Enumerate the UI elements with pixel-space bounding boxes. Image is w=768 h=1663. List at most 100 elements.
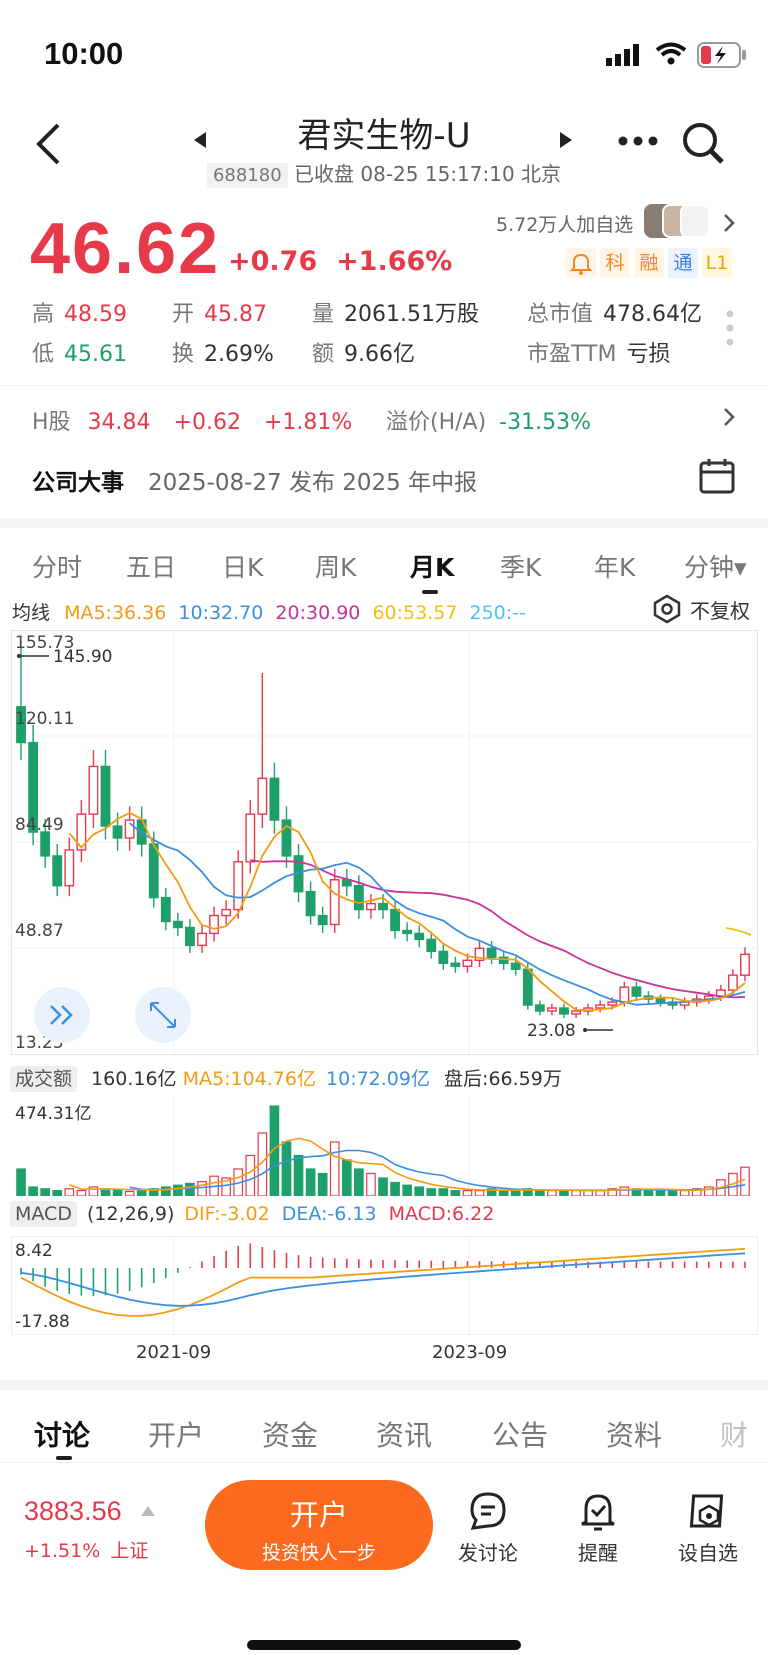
volume-bar — [414, 1186, 425, 1196]
volume-bar — [571, 1189, 581, 1196]
tab-profile[interactable]: 资料 — [606, 1419, 663, 1452]
ma5-value: MA5:36.36 — [64, 602, 167, 624]
volume-bar — [510, 1189, 521, 1196]
adjust-label: 不复权 — [690, 598, 750, 623]
fullscreen-button[interactable] — [135, 987, 191, 1043]
tab-announcements[interactable]: 公告 — [492, 1419, 549, 1452]
back-icon[interactable] — [34, 122, 62, 166]
candle — [426, 931, 437, 959]
tab-funds[interactable]: 资金 — [262, 1419, 319, 1452]
x-label-2023: 2023-09 — [432, 1342, 508, 1363]
kline-chart[interactable]: 155.73 145.90 120.11 84.49 48.87 13.25 2… — [11, 630, 758, 1055]
event-label: 公司大事 — [32, 470, 124, 496]
volume-bar — [740, 1166, 750, 1196]
hi-label: 145.90 — [53, 647, 112, 667]
company-event-row[interactable]: 公司大事 2025-08-27 发布 2025 年中报 — [0, 447, 768, 507]
content-tabs: 讨论 开户 资金 资讯 公告 资料 财 — [0, 1380, 768, 1460]
axis-155: 155.73 — [15, 633, 74, 653]
tab-yearly[interactable]: 年K — [594, 553, 636, 582]
tag-connect[interactable]: 通 — [668, 248, 698, 278]
volume-chart[interactable]: 474.31亿 — [11, 1096, 758, 1196]
candle — [366, 894, 376, 919]
axis-120: 120.11 — [15, 709, 74, 729]
search-icon[interactable] — [680, 120, 726, 166]
volume-bar — [667, 1189, 678, 1196]
ma20-line — [250, 859, 746, 999]
volume-bar — [40, 1188, 50, 1196]
index-value[interactable]: 3883.56 — [24, 1496, 122, 1526]
candle — [88, 750, 99, 829]
tab-monthly[interactable]: 月K — [410, 553, 455, 582]
tab-quarterly[interactable]: 季K — [500, 553, 542, 582]
post-discussion-button[interactable]: 发讨论 — [443, 1490, 533, 1566]
calendar-icon[interactable] — [698, 457, 736, 495]
candle — [148, 831, 159, 908]
candle — [221, 900, 232, 925]
volume-ma5: MA5:104.76亿 — [182, 1068, 316, 1090]
reminder-button[interactable]: 提醒 — [553, 1490, 643, 1566]
volume-bar — [655, 1189, 666, 1196]
follower-avatars[interactable] — [644, 204, 710, 238]
open-account-button[interactable]: 开户 投资快人一步 — [205, 1480, 433, 1570]
tag-star-market[interactable]: 科 — [600, 248, 630, 278]
expand-arrows-icon — [150, 1002, 176, 1028]
tab-5day[interactable]: 五日 — [126, 553, 177, 582]
volume-bar — [257, 1132, 268, 1196]
stat-volume: 量 2061.51万股 — [312, 302, 479, 327]
expand-left-button[interactable] — [34, 987, 90, 1043]
dif-line — [20, 1247, 746, 1317]
volume-bar — [595, 1189, 606, 1196]
footer-bar — [0, 1462, 768, 1662]
ma60-line — [725, 927, 752, 936]
candle — [52, 843, 63, 897]
macd-params: (12,26,9) — [87, 1203, 175, 1225]
volume-bar — [64, 1188, 75, 1196]
candle — [257, 673, 268, 829]
tab-open-account[interactable]: 开户 — [148, 1419, 205, 1452]
candle — [679, 997, 690, 1010]
lo-marker-dot — [583, 1028, 587, 1032]
ma60-value: 60:53.57 — [372, 602, 458, 624]
volume-legend: 成交额 160.16亿 MA5:104.76亿 10:72.09亿 盘后:66.… — [10, 1064, 562, 1092]
volume-bar — [221, 1177, 231, 1196]
index-change-value: +1.51% — [24, 1540, 101, 1562]
index-change[interactable]: +1.51% 上证 — [24, 1536, 148, 1563]
tag-margin[interactable]: 融 — [634, 248, 664, 278]
follow-count[interactable]: 5.72万人加自选 — [496, 214, 634, 236]
volume-bar — [426, 1188, 437, 1196]
volume-bar — [607, 1188, 618, 1196]
volume-bar — [88, 1186, 99, 1196]
next-stock-icon[interactable] — [558, 130, 574, 150]
h-share-row[interactable]: H股 34.84 +0.62 +1.81% 溢价(H/A) -31.53% — [0, 385, 768, 445]
chevron-right-icon[interactable] — [722, 212, 736, 234]
volume-bar — [329, 1141, 340, 1196]
candle — [329, 869, 340, 934]
prev-stock-icon[interactable] — [192, 130, 208, 150]
volume-bar — [703, 1186, 714, 1196]
tab-daily[interactable]: 日K — [222, 553, 264, 582]
more-icon[interactable] — [618, 136, 658, 146]
tab-news[interactable]: 资讯 — [376, 1419, 433, 1452]
period-tabs: 分时 五日 日K 周K 月K 季K 年K 分钟▾ — [0, 518, 768, 594]
bell-check-icon — [581, 1494, 615, 1531]
tab-financials[interactable]: 财 — [720, 1419, 749, 1452]
bell-icon[interactable] — [566, 248, 596, 278]
candle — [450, 956, 461, 973]
stat-open: 开 45.87 — [172, 302, 267, 327]
candle — [305, 881, 316, 925]
tab-intraday[interactable]: 分时 — [32, 553, 83, 582]
adjust-toggle[interactable]: 不复权 — [652, 594, 750, 624]
volume-bar — [112, 1189, 123, 1196]
tab-minute[interactable]: 分钟▾ — [684, 553, 747, 582]
tag-level1[interactable]: L1 — [702, 248, 732, 278]
volume-bar — [317, 1172, 328, 1196]
add-watchlist-button[interactable]: 设自选 — [663, 1490, 753, 1566]
tab-weekly[interactable]: 周K — [315, 553, 357, 582]
macd-chart[interactable]: 8.42 -17.88 — [11, 1236, 758, 1336]
vertical-more-icon[interactable] — [726, 310, 734, 346]
ma-legend: 均线 MA5:36.36 10:32.70 20:30.90 60:53.57 … — [12, 598, 526, 625]
candle — [28, 724, 39, 846]
change-value: +0.76 — [228, 246, 318, 277]
tab-discuss[interactable]: 讨论 — [34, 1419, 91, 1452]
volume-bar — [354, 1168, 364, 1196]
